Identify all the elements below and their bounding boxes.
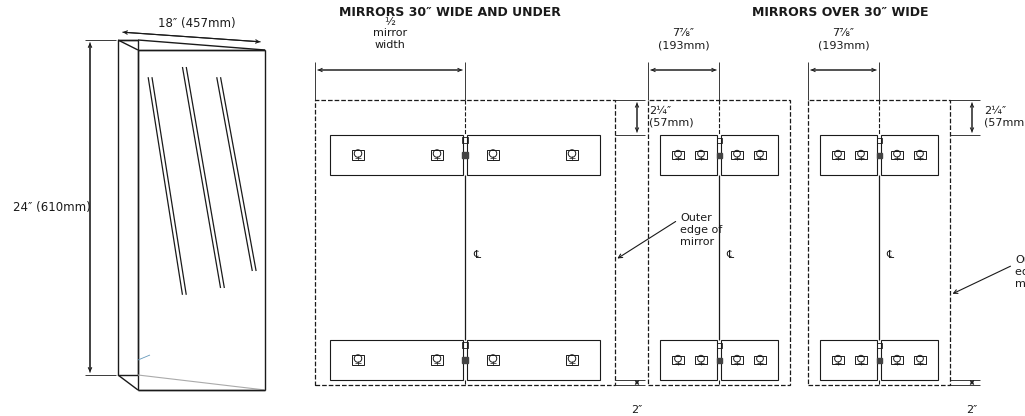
- Text: 7⅞″
(193mm): 7⅞″ (193mm): [658, 28, 709, 50]
- Bar: [467, 340, 600, 380]
- Bar: [876, 138, 882, 143]
- Bar: [330, 135, 463, 175]
- Text: Outer
edge of
mirror: Outer edge of mirror: [1015, 255, 1025, 289]
- Bar: [856, 356, 866, 364]
- Text: MIRRORS 30″ WIDE AND UNDER: MIRRORS 30″ WIDE AND UNDER: [339, 5, 561, 18]
- Text: ℄: ℄: [473, 250, 480, 260]
- Bar: [352, 150, 364, 160]
- Bar: [820, 135, 877, 175]
- Bar: [660, 135, 718, 175]
- Bar: [808, 100, 950, 385]
- Bar: [882, 135, 938, 175]
- Bar: [648, 100, 790, 385]
- Bar: [330, 340, 463, 380]
- Bar: [856, 151, 866, 159]
- Text: 2″
(51mm): 2″ (51mm): [615, 405, 659, 416]
- Text: 2¼″
(57mm): 2¼″ (57mm): [649, 106, 694, 128]
- Bar: [315, 100, 615, 385]
- Bar: [462, 357, 468, 363]
- Bar: [876, 153, 882, 158]
- Bar: [754, 356, 766, 364]
- Bar: [732, 356, 742, 364]
- Bar: [820, 340, 877, 380]
- Bar: [660, 340, 718, 380]
- Bar: [487, 150, 499, 160]
- Bar: [716, 357, 722, 362]
- Bar: [832, 151, 844, 159]
- Bar: [430, 355, 443, 365]
- Bar: [695, 356, 706, 364]
- Text: ℄: ℄: [886, 250, 893, 260]
- Bar: [716, 138, 722, 143]
- Bar: [566, 355, 578, 365]
- Bar: [695, 151, 706, 159]
- Bar: [832, 356, 844, 364]
- Text: MIRRORS OVER 30″ WIDE: MIRRORS OVER 30″ WIDE: [751, 5, 929, 18]
- Bar: [754, 151, 766, 159]
- Bar: [672, 151, 684, 159]
- Bar: [882, 340, 938, 380]
- Text: 18″ (457mm): 18″ (457mm): [158, 17, 236, 30]
- Bar: [462, 152, 468, 158]
- Bar: [430, 150, 443, 160]
- Bar: [732, 151, 742, 159]
- Bar: [892, 151, 903, 159]
- Bar: [467, 135, 600, 175]
- Bar: [487, 355, 499, 365]
- Bar: [716, 153, 722, 158]
- Bar: [721, 340, 778, 380]
- Text: 2″
(51mm): 2″ (51mm): [950, 405, 994, 416]
- Text: 2¼″
(57mm): 2¼″ (57mm): [984, 106, 1025, 128]
- Bar: [892, 356, 903, 364]
- Text: 24″ (610mm): 24″ (610mm): [13, 201, 91, 214]
- Bar: [914, 356, 926, 364]
- Bar: [672, 356, 684, 364]
- Text: ℄: ℄: [726, 250, 733, 260]
- Bar: [462, 342, 468, 348]
- Bar: [876, 357, 882, 362]
- Bar: [721, 135, 778, 175]
- Bar: [462, 137, 468, 143]
- Bar: [716, 342, 722, 347]
- Bar: [566, 150, 578, 160]
- Bar: [914, 151, 926, 159]
- Bar: [876, 342, 882, 347]
- Text: 7⅞″
(193mm): 7⅞″ (193mm): [818, 28, 869, 50]
- Text: Outer
edge of
mirror: Outer edge of mirror: [680, 213, 723, 247]
- Bar: [352, 355, 364, 365]
- Text: ½
mirror
width: ½ mirror width: [373, 17, 407, 50]
